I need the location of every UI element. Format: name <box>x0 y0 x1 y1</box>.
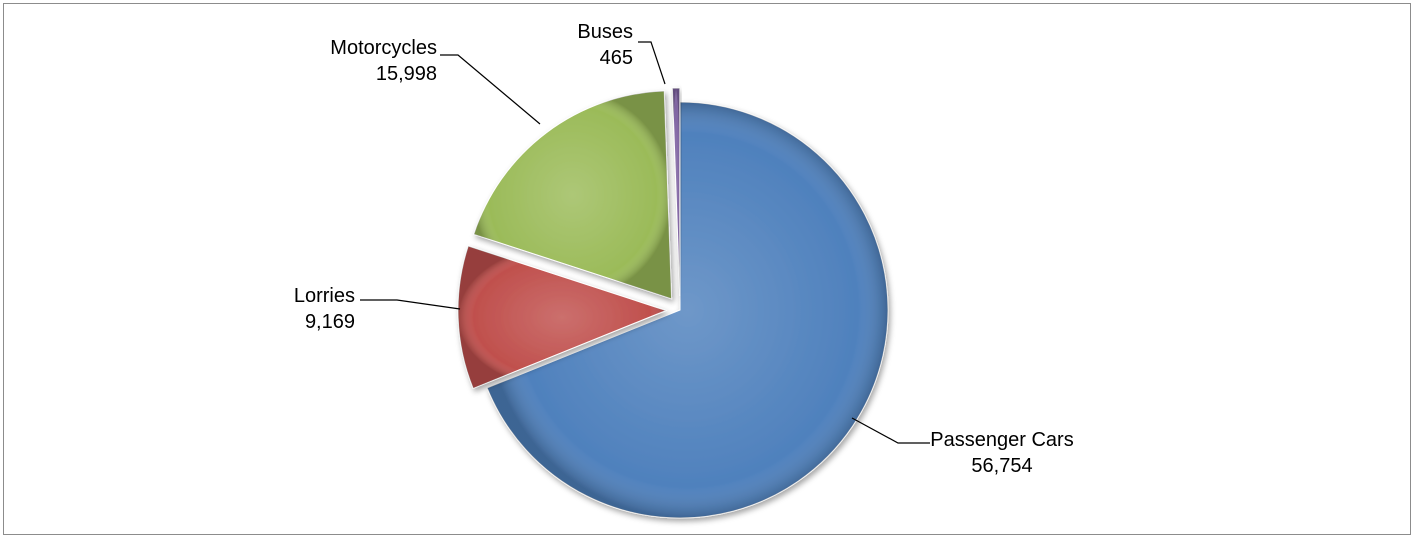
data-label-value-buses: 465 <box>600 47 633 69</box>
leader-line-passenger-cars <box>851 417 930 444</box>
leader-line-lorries <box>360 299 461 310</box>
data-label-value-lorries: 9,169 <box>305 311 355 333</box>
pie-slice-buses <box>671 87 681 297</box>
data-label-value-motorcycles: 15,998 <box>376 63 437 85</box>
data-label-value-passenger-cars: 56,754 <box>971 455 1032 477</box>
data-label-name-lorries: Lorries <box>294 285 355 307</box>
data-label-name-motorcycles: Motorcycles <box>330 37 437 59</box>
leader-line-buses <box>638 41 666 85</box>
data-label-name-passenger-cars: Passenger Cars <box>930 429 1073 451</box>
data-label-name-buses: Buses <box>577 21 633 43</box>
leader-line-motorcycles <box>440 54 541 125</box>
